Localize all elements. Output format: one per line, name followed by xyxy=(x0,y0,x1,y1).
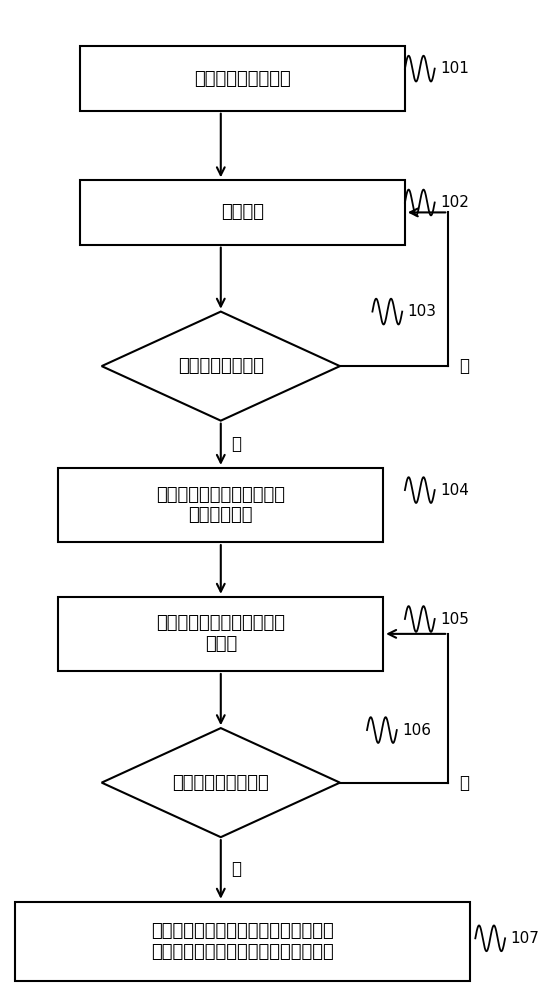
FancyBboxPatch shape xyxy=(58,468,383,542)
Text: 检测是否有障碍物: 检测是否有障碍物 xyxy=(178,357,264,375)
Text: 否: 否 xyxy=(459,357,469,375)
Text: 107: 107 xyxy=(511,931,539,946)
FancyBboxPatch shape xyxy=(15,902,470,981)
FancyBboxPatch shape xyxy=(58,597,383,671)
Text: 104: 104 xyxy=(440,483,469,498)
Text: 是: 是 xyxy=(231,435,242,453)
Text: 是否安全通过障碍物: 是否安全通过障碍物 xyxy=(172,774,269,792)
Text: 106: 106 xyxy=(402,723,431,738)
Text: 否: 否 xyxy=(459,774,469,792)
Text: 开总中断: 开总中断 xyxy=(221,203,264,221)
FancyBboxPatch shape xyxy=(80,180,405,245)
Polygon shape xyxy=(101,312,340,421)
Polygon shape xyxy=(101,728,340,837)
Text: 整车控制器向云台控制器发送第五控制
信号，以使得云台控制器停止采集视频: 整车控制器向云台控制器发送第五控制 信号，以使得云台控制器停止采集视频 xyxy=(151,922,334,961)
Text: 是: 是 xyxy=(231,860,242,878)
Text: 告警保护装置初始化: 告警保护装置初始化 xyxy=(194,70,291,88)
Text: 105: 105 xyxy=(440,611,469,626)
Text: 云台控制器采集障碍物方向
的视频: 云台控制器采集障碍物方向 的视频 xyxy=(156,614,285,653)
Text: 103: 103 xyxy=(408,304,436,319)
Text: 触摸屏显示障碍物、播放器
发出语音提示: 触摸屏显示障碍物、播放器 发出语音提示 xyxy=(156,486,285,524)
Text: 102: 102 xyxy=(440,195,469,210)
Text: 101: 101 xyxy=(440,61,469,76)
FancyBboxPatch shape xyxy=(80,46,405,111)
